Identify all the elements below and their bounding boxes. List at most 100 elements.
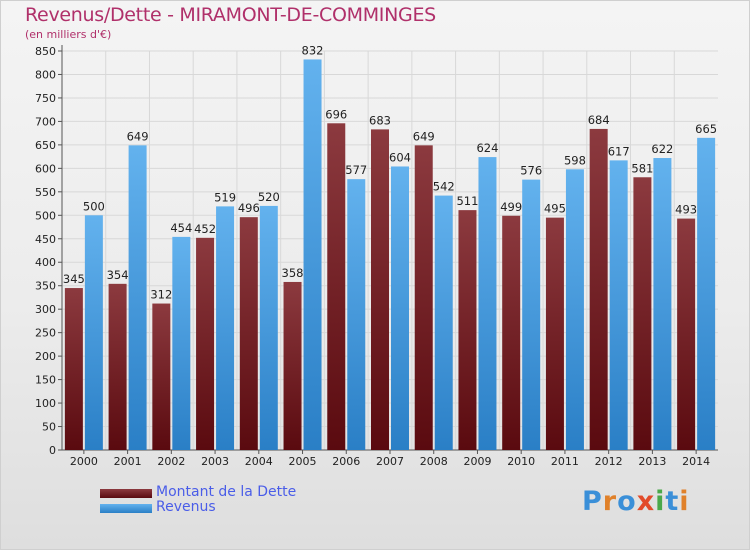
x-tick-label: 2001 — [114, 455, 142, 468]
x-tick-label: 2012 — [595, 455, 623, 468]
bar-revenus — [259, 205, 278, 450]
bar-revenus — [434, 195, 453, 450]
value-label-revenus: 519 — [214, 190, 236, 204]
bar-revenus — [653, 158, 672, 450]
bars — [64, 59, 716, 451]
y-tick-label: 600 — [35, 162, 56, 175]
value-label-dette: 499 — [500, 200, 522, 214]
bar-revenus — [84, 215, 103, 450]
bar-dette — [458, 210, 477, 450]
bar-revenus — [216, 206, 235, 450]
y-tick-label: 400 — [35, 256, 56, 269]
bar-dette — [414, 145, 433, 451]
y-tick-label: 700 — [35, 115, 56, 128]
y-tick-label: 100 — [35, 397, 56, 410]
bar-dette — [633, 177, 652, 450]
x-tick-label: 2009 — [463, 455, 491, 468]
x-tick-label: 2004 — [245, 455, 273, 468]
logo-letter: i — [655, 486, 666, 517]
legend-label-dette: Montant de la Dette — [156, 484, 297, 500]
y-tick-label: 500 — [35, 209, 56, 222]
value-label-dette: 496 — [238, 201, 260, 215]
x-tick-label: 2007 — [376, 455, 404, 468]
bar-dette — [371, 129, 389, 450]
value-label-dette: 696 — [325, 107, 347, 121]
bar-revenus — [347, 179, 366, 450]
logo-letter: x — [636, 486, 656, 517]
x-tick-label: 2013 — [638, 455, 666, 468]
chart-title: Revenus/Dette - MIRAMONT-DE-COMMINGES — [25, 4, 436, 26]
value-label-dette: 511 — [456, 194, 478, 208]
y-tick-label: 350 — [35, 280, 56, 293]
value-label-dette: 683 — [369, 113, 391, 127]
y-tick-label: 850 — [35, 45, 56, 58]
proxiti-logo: Proxiti — [582, 486, 690, 517]
value-label-revenus: 832 — [302, 43, 324, 57]
x-tick-label: 2006 — [332, 455, 360, 468]
bar-revenus — [391, 166, 409, 451]
value-label-revenus: 520 — [258, 190, 280, 204]
value-label-revenus: 622 — [651, 142, 673, 156]
value-label-revenus: 454 — [170, 221, 192, 235]
y-tick-label: 0 — [49, 444, 56, 457]
x-tick-label: 2014 — [682, 455, 710, 468]
bar-dette — [327, 123, 346, 450]
value-label-revenus: 500 — [83, 199, 105, 213]
value-label-revenus: 649 — [127, 129, 149, 143]
grid-lines — [62, 50, 718, 451]
value-label-dette: 358 — [282, 266, 304, 280]
x-tick-label: 2010 — [507, 455, 535, 468]
logo-letter: i — [679, 486, 690, 517]
bar-revenus — [303, 59, 322, 451]
value-label-dette: 581 — [631, 161, 653, 175]
bar-dette — [545, 217, 564, 450]
logo-letter: o — [617, 486, 637, 517]
value-label-revenus: 598 — [564, 153, 586, 167]
value-label-revenus: 604 — [389, 150, 411, 164]
logo-letter: r — [602, 486, 618, 517]
value-label-dette: 495 — [544, 202, 566, 216]
x-tick-label: 2005 — [289, 455, 317, 468]
legend-label-revenus: Revenus — [156, 499, 216, 515]
chart-subtitle: (en milliers d'€) — [25, 28, 112, 41]
legend-swatch-revenus — [100, 504, 152, 513]
value-label-revenus: 577 — [345, 163, 367, 177]
x-tick-label: 2003 — [201, 455, 229, 468]
axes: 0 50 100 150 200 250 300 350 400 450 500 550 600 650 7… — [35, 45, 718, 468]
bar-revenus — [697, 137, 716, 450]
y-tick-label: 300 — [35, 303, 56, 316]
y-tick-label: 200 — [35, 350, 56, 363]
logo-letter: P — [582, 486, 603, 517]
value-label-dette: 312 — [150, 288, 172, 302]
bar-revenus — [478, 157, 497, 451]
y-tick-label: 750 — [35, 92, 56, 105]
bar-revenus — [522, 179, 541, 450]
y-tick-label: 550 — [35, 186, 56, 199]
bar-dette — [239, 217, 258, 450]
value-label-dette: 649 — [413, 129, 435, 143]
x-tick-label: 2002 — [157, 455, 185, 468]
value-label-dette: 354 — [107, 268, 129, 282]
value-label-dette: 684 — [588, 113, 610, 127]
bar-dette — [283, 281, 302, 450]
logo-letter: t — [665, 486, 680, 517]
bar-dette — [677, 218, 696, 450]
bar-revenus — [172, 236, 191, 450]
x-tick-label: 2008 — [420, 455, 448, 468]
value-label-revenus: 665 — [695, 122, 717, 136]
y-tick-label: 150 — [35, 374, 56, 387]
legend-swatch-dette — [100, 489, 152, 498]
y-tick-label: 250 — [35, 327, 56, 340]
bar-dette — [152, 303, 171, 450]
bar-dette — [64, 288, 83, 450]
value-label-dette: 452 — [194, 222, 216, 236]
value-label-revenus: 542 — [433, 180, 455, 194]
bar-dette — [589, 128, 608, 450]
x-tick-label: 2000 — [70, 455, 98, 468]
y-tick-label: 650 — [35, 139, 56, 152]
value-label-dette: 493 — [675, 203, 697, 217]
value-label-revenus: 624 — [476, 141, 498, 155]
y-tick-label: 50 — [42, 421, 56, 434]
bar-dette — [502, 215, 521, 450]
